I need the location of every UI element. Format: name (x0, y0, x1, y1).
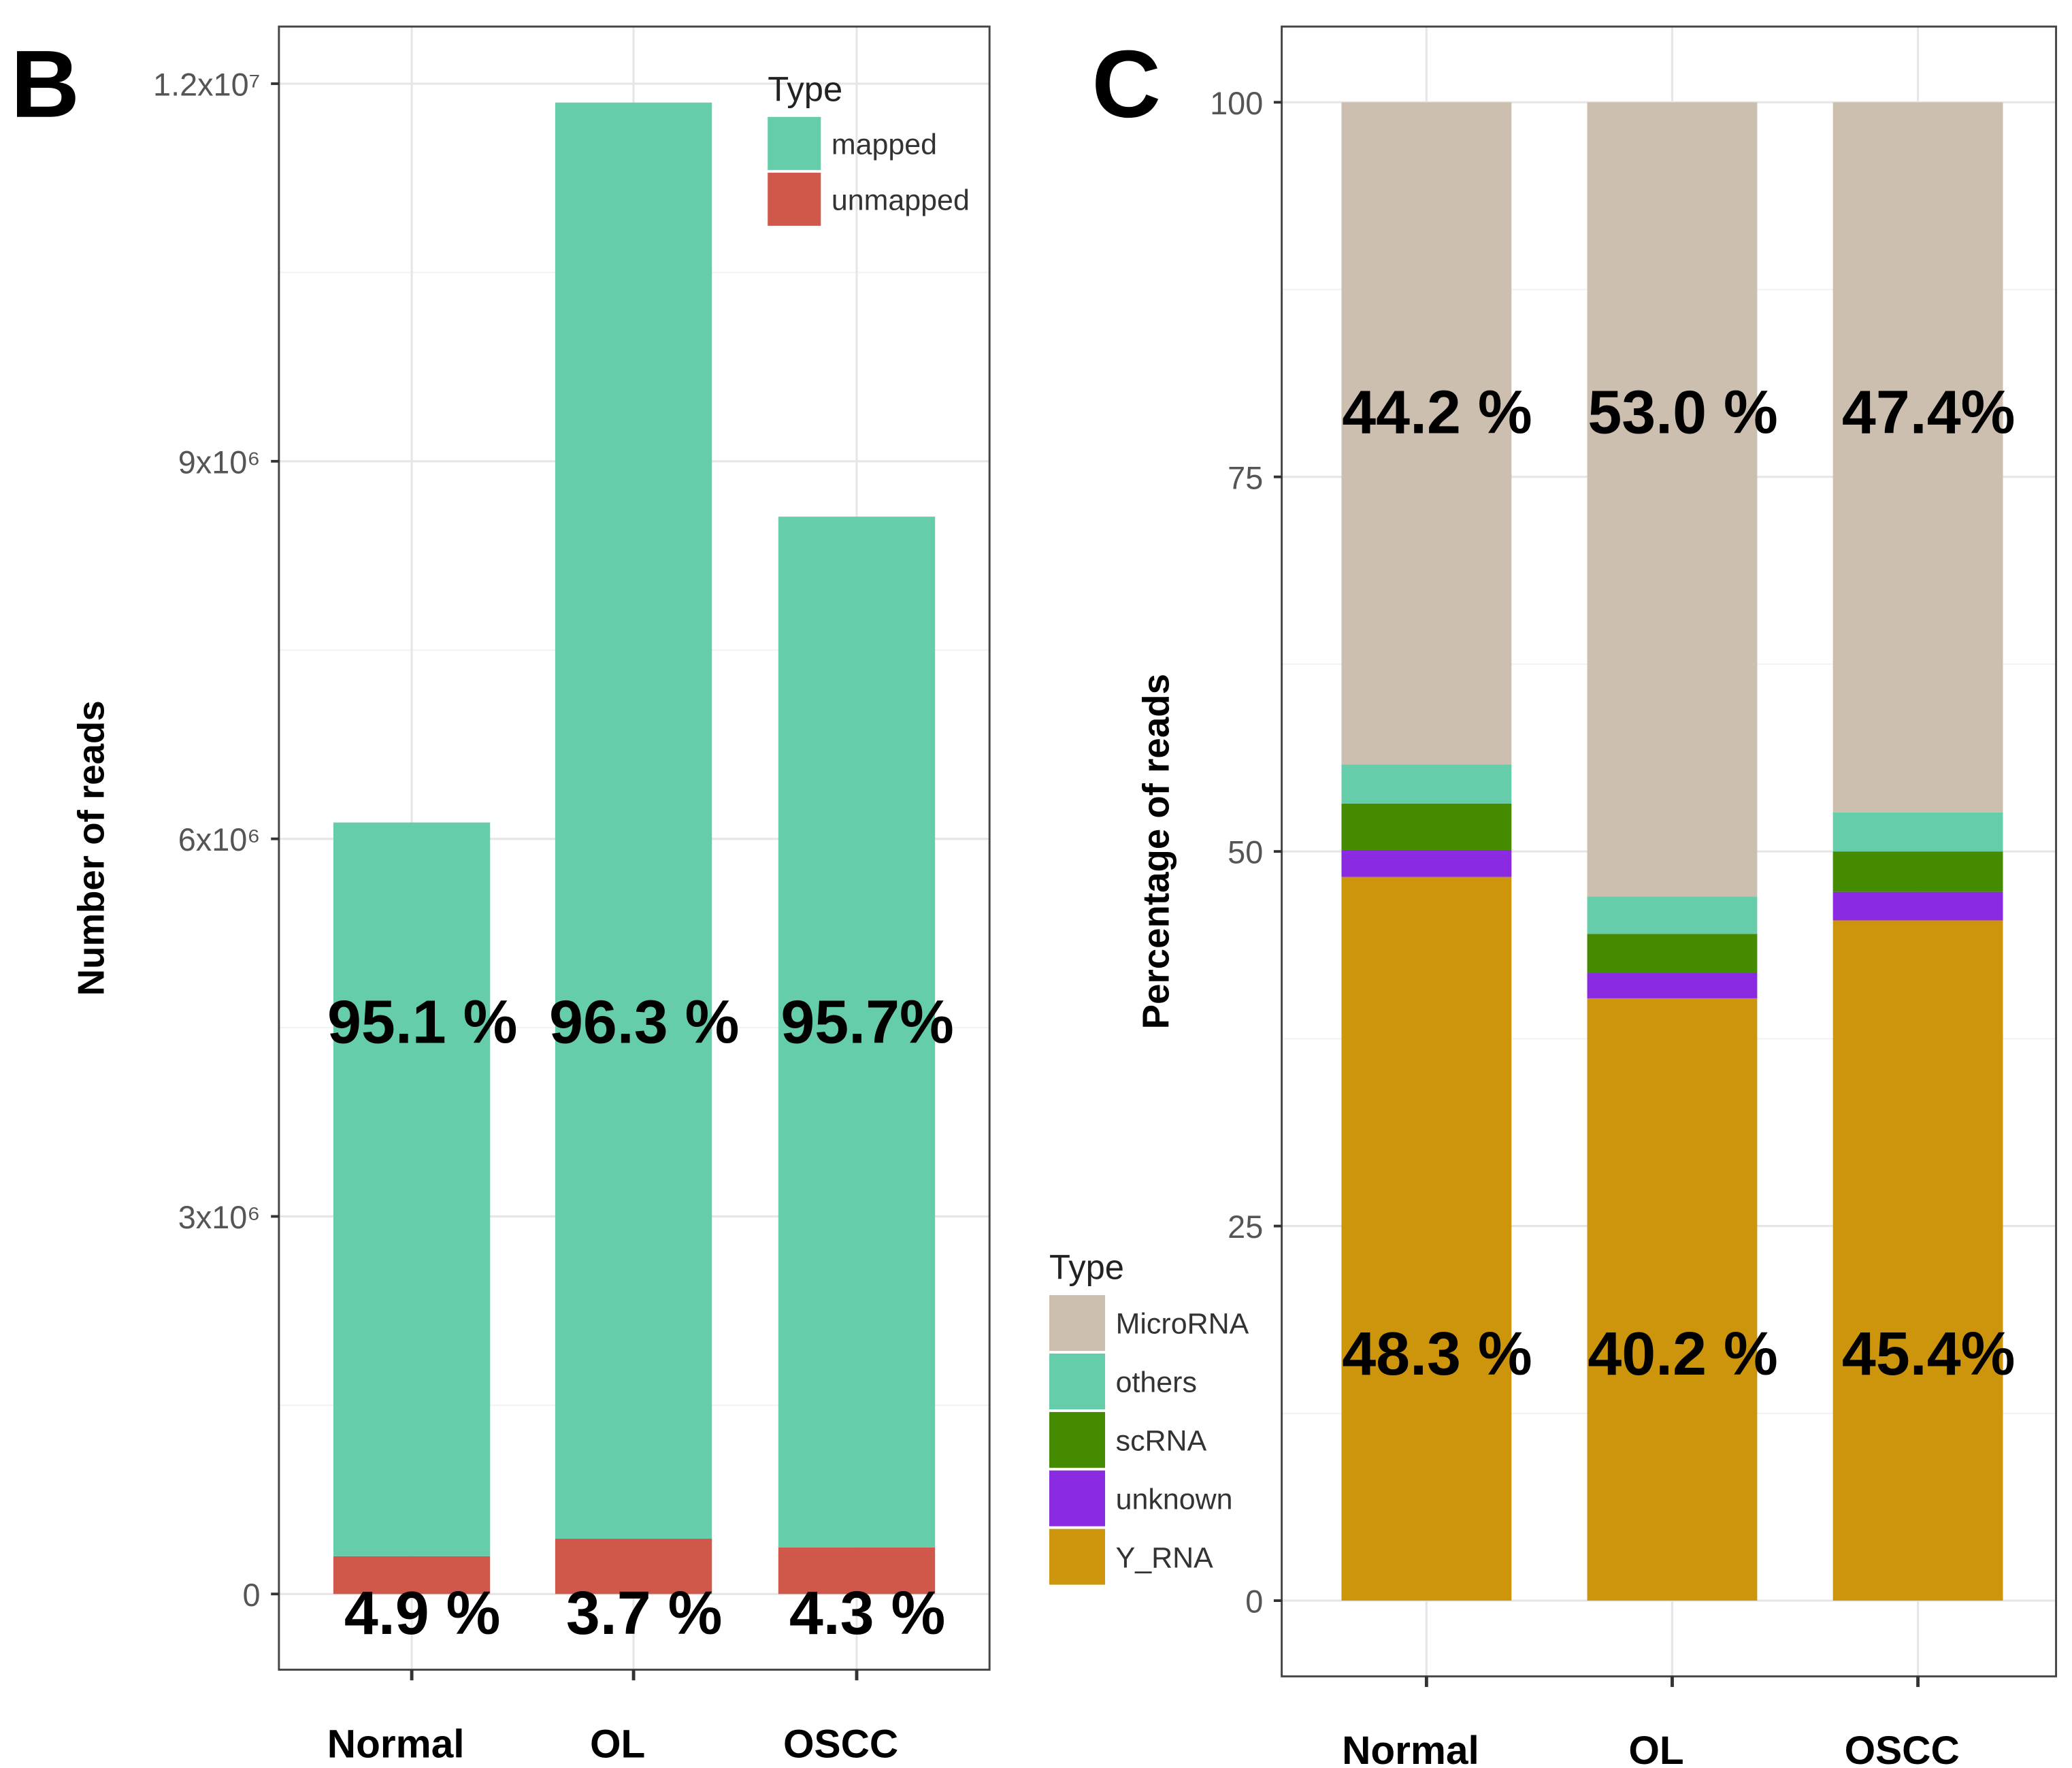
legend-label-microrna: MicroRNA (1116, 1308, 1249, 1341)
x-tick-label: OL (1628, 1729, 1683, 1768)
legend-key-unmapped (768, 172, 821, 226)
y-tick-label: 25 (1228, 1209, 1263, 1245)
data-label-microrna: 44.2 % (1342, 378, 1532, 446)
bar-mapped-oscc (778, 517, 936, 1548)
bar-unknown-normal (1341, 849, 1512, 877)
bar-others-normal (1341, 764, 1512, 804)
panel-letter: B (11, 31, 80, 137)
data-label-y_rna: 45.4% (1842, 1320, 2016, 1388)
panel-b-chart: 95.1 % 96.3 % 95.7% 4.9 % 3.7 % 4.3 % 0 3x10⁶ 6x… (11, 25, 991, 1766)
x-tick-label: Normal (327, 1722, 465, 1766)
x-tick-label: OSCC (783, 1722, 898, 1766)
data-label-mapped: 96.3 % (549, 988, 739, 1056)
y-tick-label: 6x10⁶ (178, 822, 261, 857)
data-label-microrna: 53.0 % (1588, 378, 1777, 446)
bar-microrna-ol (1587, 102, 1758, 897)
legend-label-unmapped: unmapped (832, 184, 970, 216)
legend-label-others: others (1116, 1366, 1197, 1399)
bar-y_rna-oscc (1832, 920, 2003, 1601)
legend-key-unknown (1049, 1470, 1105, 1526)
data-label-mapped: 95.7% (780, 988, 954, 1056)
panel-c-chart: 44.2 % 53.0 % 47.4% 48.3 % 40.2 % 45.4% 0 25 50 7… (1049, 25, 2058, 1768)
bar-mapped-normal (333, 822, 491, 1556)
legend-label-unknown: unknown (1116, 1483, 1233, 1516)
data-label-unmapped: 4.9 % (344, 1579, 501, 1648)
data-label-unmapped: 3.7 % (566, 1579, 723, 1648)
bar-unmapped-normal (333, 1556, 491, 1594)
bar-unknown-ol (1587, 972, 1758, 998)
bar-scrna-normal (1341, 803, 1512, 850)
y-tick-label: 0 (1245, 1584, 1263, 1620)
plot-border (278, 25, 991, 1671)
y-tick-label: 75 (1228, 460, 1263, 495)
x-tick-label: OL (590, 1722, 645, 1766)
legend-title: Type (768, 69, 842, 108)
legend-key-others (1049, 1354, 1105, 1409)
y-axis-label: Number of reads (70, 700, 112, 996)
y-tick-label: 50 (1228, 835, 1263, 870)
bar-microrna-normal (1341, 102, 1512, 765)
legend-key-y_rna (1049, 1528, 1105, 1585)
data-label-y_rna: 40.2 % (1588, 1320, 1777, 1388)
legend: Type MicroRNA others scRNA unknown Y_RNA (1049, 1248, 1249, 1585)
panel-letter: C (1091, 31, 1160, 137)
bar-y_rna-normal (1341, 877, 1512, 1601)
y-tick-label: 9x10⁶ (178, 444, 261, 480)
data-label-y_rna: 48.3 % (1342, 1320, 1532, 1388)
bar-scrna-oscc (1832, 851, 2003, 892)
bar-unmapped-ol (555, 1538, 712, 1594)
bar-scrna-ol (1587, 934, 1758, 973)
y-tick-label: 3x10⁶ (178, 1200, 261, 1235)
y-tick-label: 1.2x10⁷ (153, 67, 261, 103)
legend-key-scrna (1049, 1411, 1105, 1468)
bar-unmapped-oscc (778, 1547, 936, 1594)
legend-key-mapped (768, 116, 821, 170)
legend-label-scrna: scRNA (1116, 1424, 1207, 1457)
bar-microrna-oscc (1832, 102, 2003, 813)
x-tick-label: Normal (1342, 1729, 1479, 1768)
legend-label-y_rna: Y_RNA (1116, 1541, 1214, 1574)
legend: Type mapped unmapped (768, 69, 970, 226)
x-tick-label: OSCC (1845, 1729, 1960, 1768)
y-tick-label: 100 (1210, 86, 1263, 121)
bar-mapped-ol (555, 102, 712, 1539)
legend-title: Type (1049, 1248, 1124, 1287)
legend-label-mapped: mapped (832, 128, 937, 161)
bar-unknown-oscc (1832, 891, 2003, 921)
y-axis-label: Percentage of reads (1136, 674, 1177, 1029)
bar-others-ol (1587, 896, 1758, 934)
legend-key-microrna (1049, 1295, 1105, 1352)
data-label-microrna: 47.4% (1842, 378, 2016, 446)
y-tick-label: 0 (243, 1577, 261, 1613)
bar-y_rna-ol (1587, 998, 1758, 1601)
data-label-unmapped: 4.3 % (789, 1579, 946, 1648)
data-label-mapped: 95.1 % (327, 988, 517, 1056)
bar-others-oscc (1832, 812, 2003, 852)
